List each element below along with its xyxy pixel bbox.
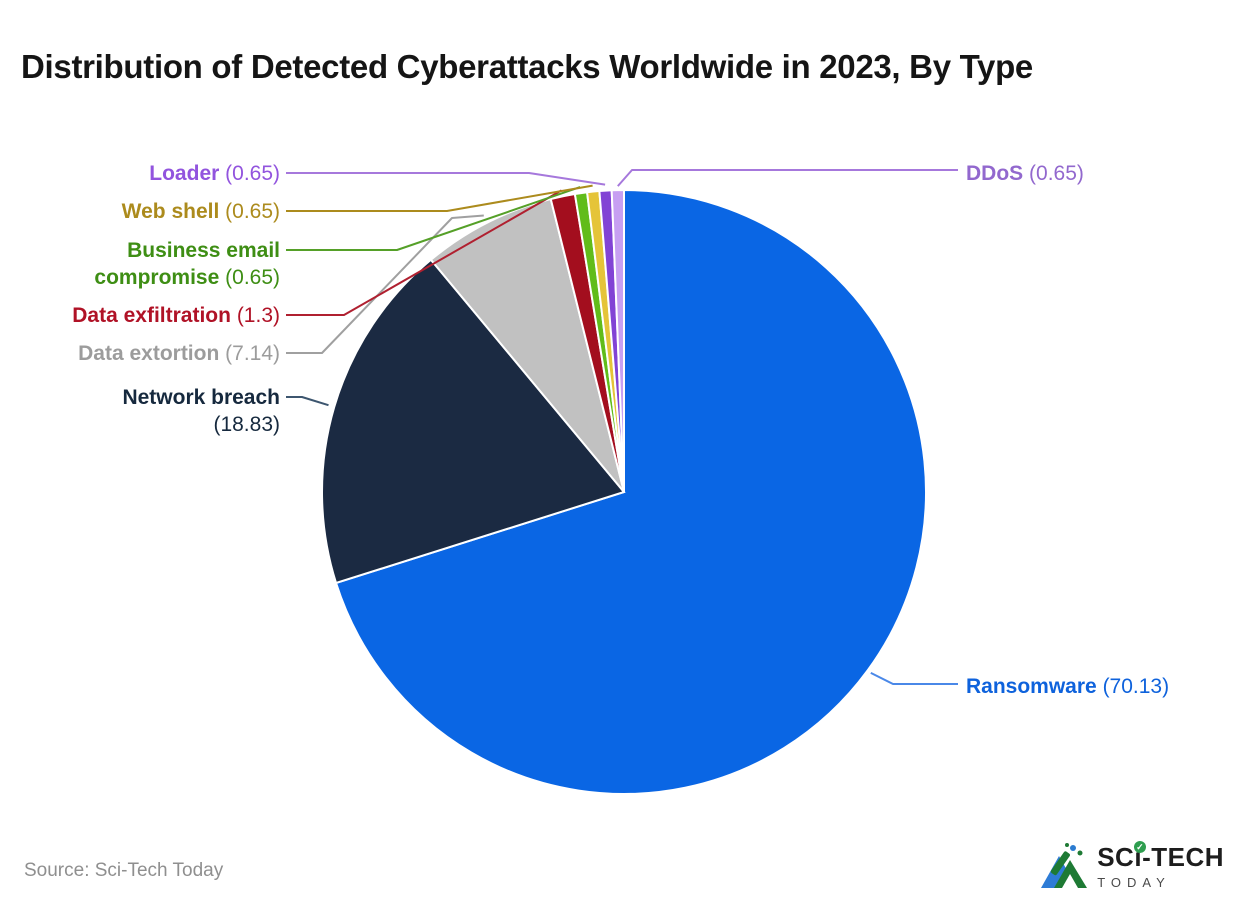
- label-ransomware-name: Ransomware: [966, 675, 1097, 698]
- label-data-extortion: Data extortion (7.14): [78, 340, 280, 367]
- leader-line-network-breach: [286, 396, 329, 407]
- logo-line1: SCi-TECH ✓: [1097, 841, 1224, 872]
- label-ddos-name: DDoS: [966, 162, 1024, 185]
- leader-line-business-email-compromise: [286, 186, 581, 251]
- sci-tech-today-logo: SCi-TECH ✓ TODAY: [1037, 840, 1224, 892]
- label-ddos-value: (0.65): [1029, 162, 1084, 185]
- label-business-email-compromise-value: (0.65): [225, 266, 280, 289]
- leader-line-data-extortion: [286, 214, 484, 354]
- label-web-shell: Web shell (0.65): [122, 198, 280, 225]
- label-data-exfiltration: Data exfiltration (1.3): [72, 302, 280, 329]
- leader-line-data-exfiltration: [286, 189, 562, 316]
- label-data-exfiltration-value: (1.3): [236, 304, 280, 327]
- label-business-email-compromise: Business email compromise (0.65): [62, 237, 280, 291]
- label-ransomware: Ransomware (70.13): [966, 673, 1169, 700]
- label-network-breach-value: (18.83): [213, 413, 280, 436]
- label-ddos: DDoS (0.65): [966, 160, 1084, 187]
- label-loader-name: Loader: [149, 162, 220, 185]
- pie-slice-network-breach[interactable]: [321, 258, 626, 585]
- leader-line-web-shell: [286, 184, 593, 212]
- logo-check-icon: ✓: [1134, 841, 1147, 853]
- label-web-shell-name: Web shell: [121, 200, 220, 223]
- label-network-breach: Network breach (18.83): [98, 384, 280, 438]
- sci-tech-logo-mark: [1041, 843, 1088, 888]
- pie-slice-ransomware[interactable]: [334, 188, 927, 795]
- label-business-email-compromise-name: Business email compromise: [94, 239, 280, 289]
- label-loader-value: (0.65): [225, 162, 280, 185]
- leader-line-ransomware: [870, 672, 958, 685]
- sci-tech-logo-text: SCi-TECH ✓ TODAY: [1097, 841, 1224, 890]
- label-data-extortion-value: (7.14): [225, 342, 280, 365]
- label-network-breach-name: Network breach: [122, 386, 280, 409]
- label-ransomware-value: (70.13): [1102, 675, 1170, 698]
- label-data-extortion-name: Data extortion: [78, 342, 220, 365]
- logo-line2: TODAY: [1097, 875, 1171, 890]
- label-data-exfiltration-name: Data exfiltration: [72, 304, 231, 327]
- leader-line-ddos: [617, 169, 958, 187]
- pie-slice-ddos[interactable]: [610, 188, 625, 493]
- label-loader: Loader (0.65): [149, 160, 280, 187]
- chart-title: Distribution of Detected Cyberattacks Wo…: [21, 48, 1033, 86]
- label-web-shell-value: (0.65): [225, 200, 280, 223]
- leader-line-loader: [286, 172, 606, 186]
- source-note: Source: Sci-Tech Today: [24, 860, 224, 881]
